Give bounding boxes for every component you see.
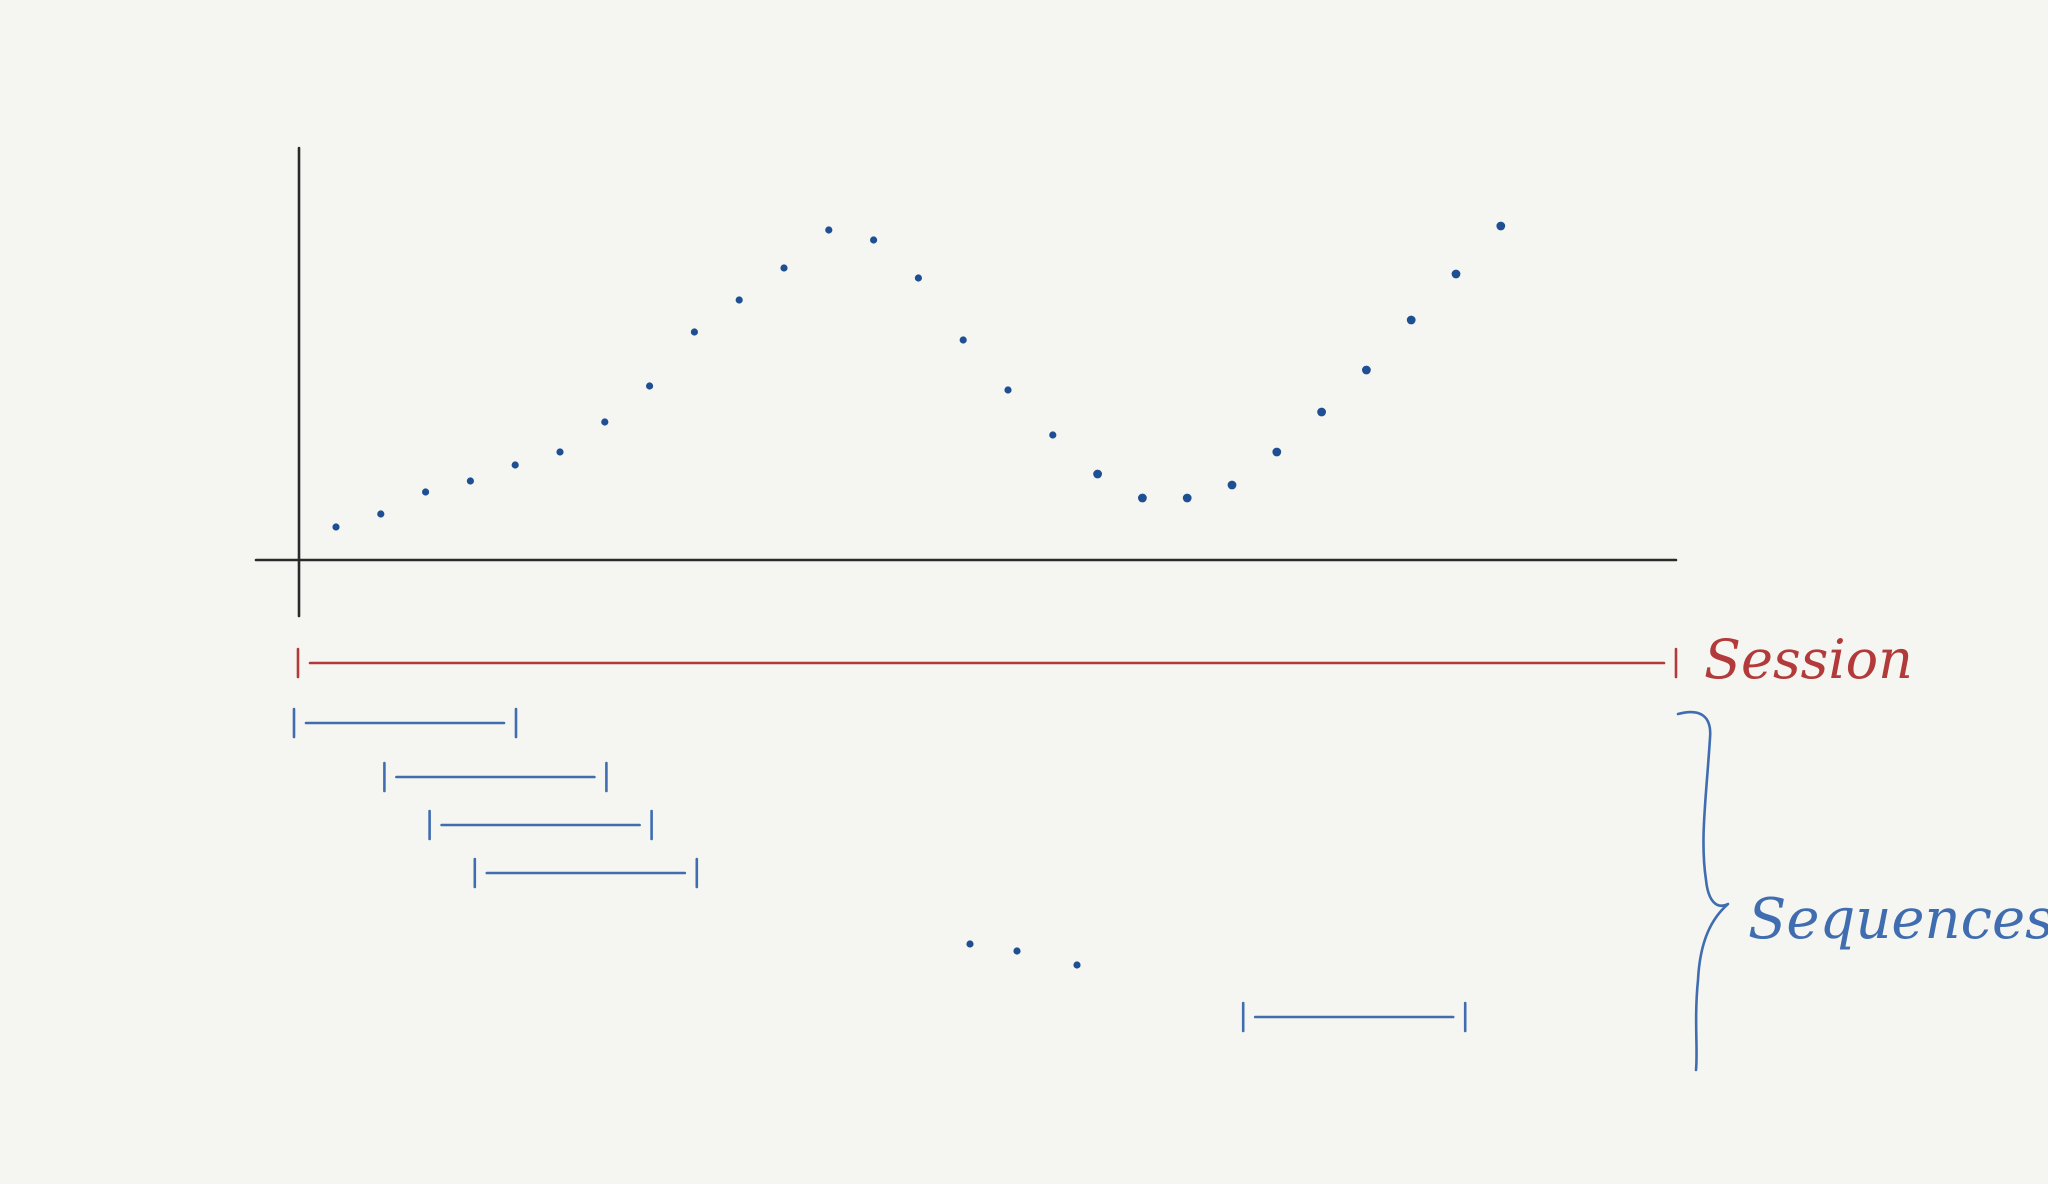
data-point	[1138, 493, 1147, 503]
data-point	[1004, 386, 1012, 394]
data-point	[1496, 221, 1506, 231]
data-point	[1317, 407, 1326, 417]
data-point	[646, 382, 654, 390]
data-point	[332, 523, 340, 531]
data-point	[601, 418, 609, 426]
data-point	[1093, 469, 1102, 479]
data-point	[1182, 493, 1192, 503]
data-point	[377, 510, 385, 518]
sequences-label: Sequences	[1748, 887, 2048, 952]
ellipsis-dot	[1073, 961, 1081, 969]
data-point	[1049, 431, 1057, 439]
data-point	[735, 296, 743, 304]
data-point	[466, 477, 474, 485]
data-point	[1451, 269, 1461, 279]
session-interval	[296, 647, 1678, 679]
sequences-brace	[1676, 710, 1730, 1072]
data-point	[914, 274, 923, 282]
ellipsis-dot	[1013, 947, 1021, 955]
data-point	[959, 336, 967, 344]
data-point	[556, 448, 564, 456]
ellipsis-dots	[966, 940, 1081, 969]
session-label: Session	[1704, 628, 1913, 691]
data-point	[690, 328, 699, 336]
data-point	[825, 226, 833, 234]
sequence-intervals	[292, 707, 1467, 1033]
time-series-points	[332, 221, 1506, 531]
data-point	[1406, 315, 1416, 325]
data-point	[1272, 447, 1282, 457]
data-point	[1362, 365, 1371, 375]
data-point	[422, 488, 430, 496]
ellipsis-dot	[966, 940, 974, 948]
data-point	[511, 461, 519, 469]
data-point	[870, 236, 878, 244]
data-point	[1227, 480, 1237, 490]
data-point	[780, 264, 788, 272]
